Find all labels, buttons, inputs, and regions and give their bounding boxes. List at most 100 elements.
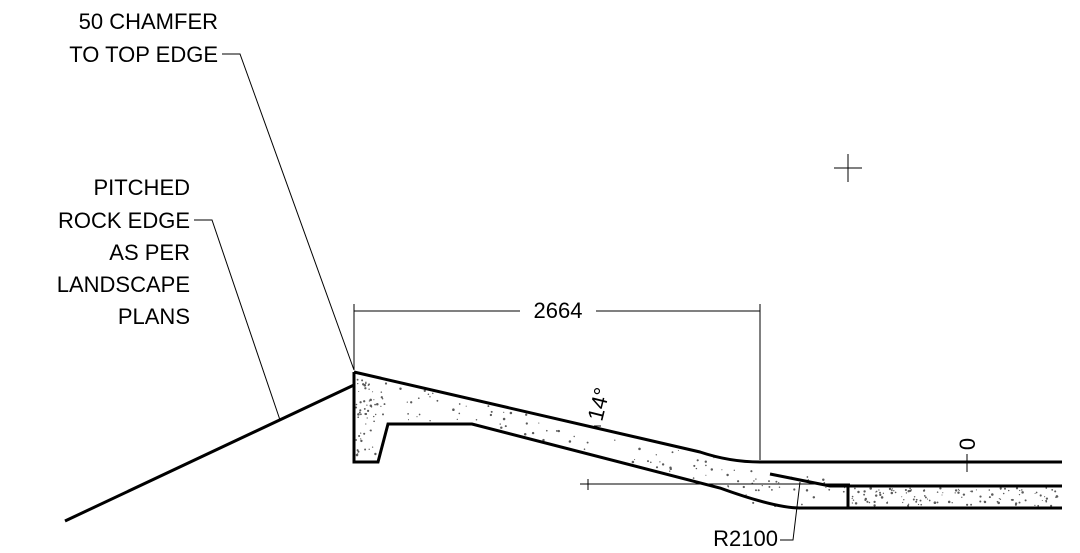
concrete-speck bbox=[933, 501, 937, 504]
concrete-speck bbox=[727, 486, 730, 488]
concrete-speck bbox=[555, 429, 558, 432]
concrete-speck bbox=[1015, 487, 1019, 490]
concrete-speck bbox=[429, 420, 431, 422]
concrete-speck bbox=[465, 405, 467, 407]
concrete-speck bbox=[903, 499, 905, 501]
concrete-speck bbox=[752, 501, 755, 504]
concrete-speck bbox=[1014, 502, 1018, 505]
concrete-speck bbox=[557, 429, 561, 433]
concrete-speck bbox=[361, 379, 364, 382]
concrete-speck bbox=[538, 422, 540, 424]
concrete-speck bbox=[475, 418, 478, 421]
concrete-speck bbox=[583, 448, 586, 450]
concrete-speck bbox=[852, 499, 855, 501]
concrete-speck bbox=[655, 454, 657, 456]
concrete-speck bbox=[417, 397, 420, 400]
concrete-speck bbox=[996, 500, 999, 503]
concrete-speck bbox=[692, 477, 695, 479]
concrete-speck bbox=[1045, 487, 1048, 489]
concrete-speck bbox=[915, 498, 918, 501]
concrete-speck bbox=[509, 411, 513, 415]
concrete-speck bbox=[399, 387, 402, 390]
concrete-speck bbox=[1002, 492, 1005, 495]
concrete-speck bbox=[357, 416, 360, 419]
concrete-speck bbox=[427, 393, 430, 395]
concrete-speck bbox=[842, 490, 845, 493]
concrete-speck bbox=[1018, 493, 1021, 496]
concrete-speck bbox=[866, 500, 869, 503]
concrete-speck bbox=[695, 467, 698, 470]
concrete-speck bbox=[1021, 489, 1023, 491]
datum-line bbox=[580, 479, 850, 490]
ramp-profile bbox=[352, 370, 1062, 510]
concrete-speck bbox=[999, 498, 1002, 500]
concrete-speck bbox=[357, 382, 359, 385]
concrete-speck bbox=[365, 382, 367, 385]
concrete-speck bbox=[546, 429, 548, 432]
concrete-speck bbox=[363, 432, 366, 435]
concrete-speck bbox=[358, 411, 361, 414]
concrete-speck bbox=[988, 496, 991, 499]
concrete-speck bbox=[890, 489, 893, 491]
concrete-speck bbox=[502, 417, 506, 421]
concrete-speck bbox=[355, 439, 358, 441]
chamfer-note-line-1: 50 CHAMFER bbox=[79, 9, 218, 34]
concrete-speck bbox=[456, 418, 458, 421]
concrete-speck bbox=[854, 487, 856, 490]
concrete-speck bbox=[912, 498, 915, 501]
concrete-speck bbox=[355, 403, 358, 406]
concrete-speck bbox=[983, 500, 986, 503]
concrete-speck bbox=[822, 478, 825, 482]
chamfer-note-line-2: TO TOP EDGE bbox=[69, 42, 218, 67]
radius-leader-line bbox=[780, 481, 801, 541]
concrete-speck bbox=[659, 461, 661, 463]
concrete-speck bbox=[721, 469, 723, 471]
concrete-speck bbox=[1039, 494, 1042, 497]
concrete-speck bbox=[374, 403, 376, 406]
cursor-crosshair bbox=[834, 154, 862, 182]
chamfer-leader-line bbox=[222, 53, 355, 371]
concrete-speck bbox=[954, 492, 956, 494]
concrete-speck bbox=[383, 403, 386, 406]
concrete-speck bbox=[1010, 499, 1013, 501]
concrete-speck bbox=[926, 498, 929, 500]
concrete-speck bbox=[373, 399, 375, 401]
concrete-speck bbox=[863, 493, 866, 496]
rock-note-line-4: LANDSCAPE bbox=[57, 272, 190, 297]
concrete-speck bbox=[671, 451, 674, 454]
concrete-speck bbox=[998, 498, 1000, 500]
concrete-speck bbox=[1019, 489, 1021, 492]
concrete-speck bbox=[369, 404, 373, 407]
level-label: 0 bbox=[955, 438, 980, 450]
concrete-speck bbox=[458, 412, 461, 415]
concrete-speck bbox=[961, 496, 963, 498]
concrete-speck bbox=[359, 401, 362, 404]
concrete-speck bbox=[490, 410, 493, 413]
concrete-speck bbox=[374, 452, 377, 456]
concrete-speck bbox=[1024, 499, 1027, 502]
concrete-speck bbox=[873, 504, 876, 507]
concrete-speck bbox=[356, 453, 359, 455]
concrete-speck bbox=[975, 489, 977, 491]
concrete-speck bbox=[991, 493, 994, 496]
concrete-speck bbox=[369, 398, 372, 402]
concrete-speck bbox=[358, 434, 361, 438]
concrete-speck bbox=[917, 503, 920, 506]
concrete-speck bbox=[693, 464, 696, 467]
concrete-speck bbox=[360, 438, 362, 440]
concrete-speck bbox=[761, 484, 763, 487]
concrete-speck bbox=[375, 413, 377, 416]
concrete-speck bbox=[1034, 492, 1036, 495]
concrete-speck bbox=[1018, 501, 1021, 504]
concrete-speck bbox=[915, 500, 918, 503]
concrete-speck bbox=[705, 474, 707, 476]
concrete-speck bbox=[1056, 495, 1059, 498]
concrete-speck bbox=[851, 495, 854, 498]
concrete-speck bbox=[962, 493, 966, 496]
concrete-speck bbox=[503, 411, 505, 413]
concrete-speck bbox=[1050, 504, 1053, 507]
concrete-speck bbox=[380, 396, 383, 399]
concrete-speck bbox=[988, 489, 991, 491]
concrete-speck bbox=[523, 433, 527, 436]
